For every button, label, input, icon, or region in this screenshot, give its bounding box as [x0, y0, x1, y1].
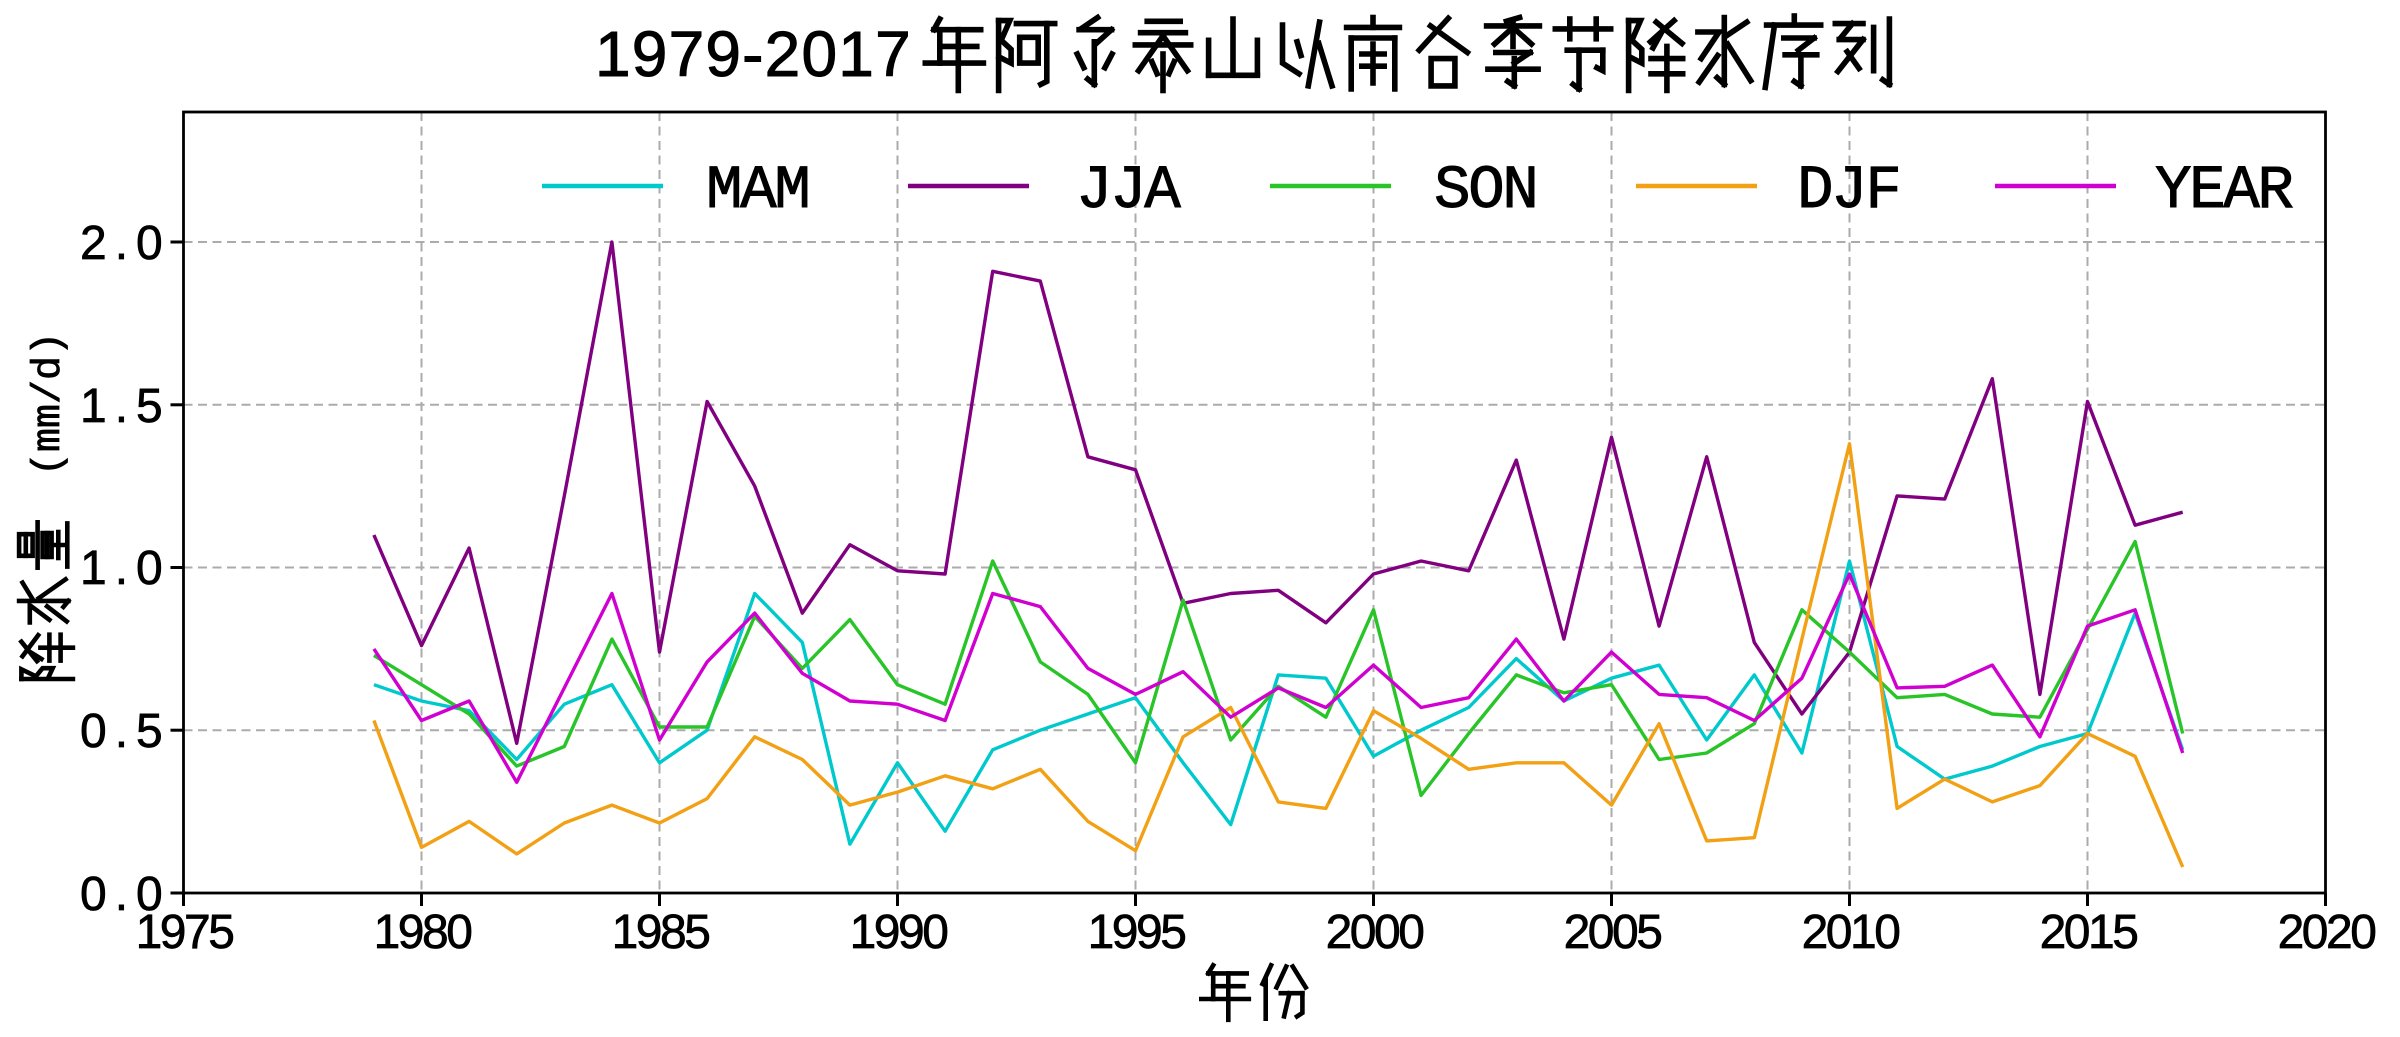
svg-text:1985: 1985 — [612, 906, 710, 959]
svg-text:(mm/d): (mm/d) — [27, 332, 72, 476]
svg-text:2020: 2020 — [2278, 906, 2376, 959]
svg-text:MAM: MAM — [706, 157, 808, 226]
svg-text:2010: 2010 — [1802, 906, 1900, 959]
svg-text:1975: 1975 — [136, 906, 234, 959]
svg-text:2000: 2000 — [1326, 906, 1424, 959]
svg-text:JJA: JJA — [1076, 157, 1181, 226]
svg-text:2015: 2015 — [2040, 906, 2138, 959]
svg-text:0.5: 0.5 — [80, 705, 171, 758]
svg-text:1995: 1995 — [1088, 906, 1186, 959]
svg-text:YEAR: YEAR — [2155, 157, 2293, 226]
svg-text:SON: SON — [1434, 157, 1536, 226]
svg-text:DJF: DJF — [1797, 157, 1899, 226]
svg-text:1979-2017: 1979-2017 — [595, 18, 912, 90]
svg-text:1.5: 1.5 — [80, 380, 171, 433]
svg-text:1990: 1990 — [850, 906, 948, 959]
svg-text:2005: 2005 — [1564, 906, 1662, 959]
svg-text:1980: 1980 — [374, 906, 472, 959]
svg-text:1.0: 1.0 — [80, 542, 171, 595]
svg-text:0.0: 0.0 — [80, 868, 171, 921]
svg-text:2.0: 2.0 — [80, 217, 171, 270]
